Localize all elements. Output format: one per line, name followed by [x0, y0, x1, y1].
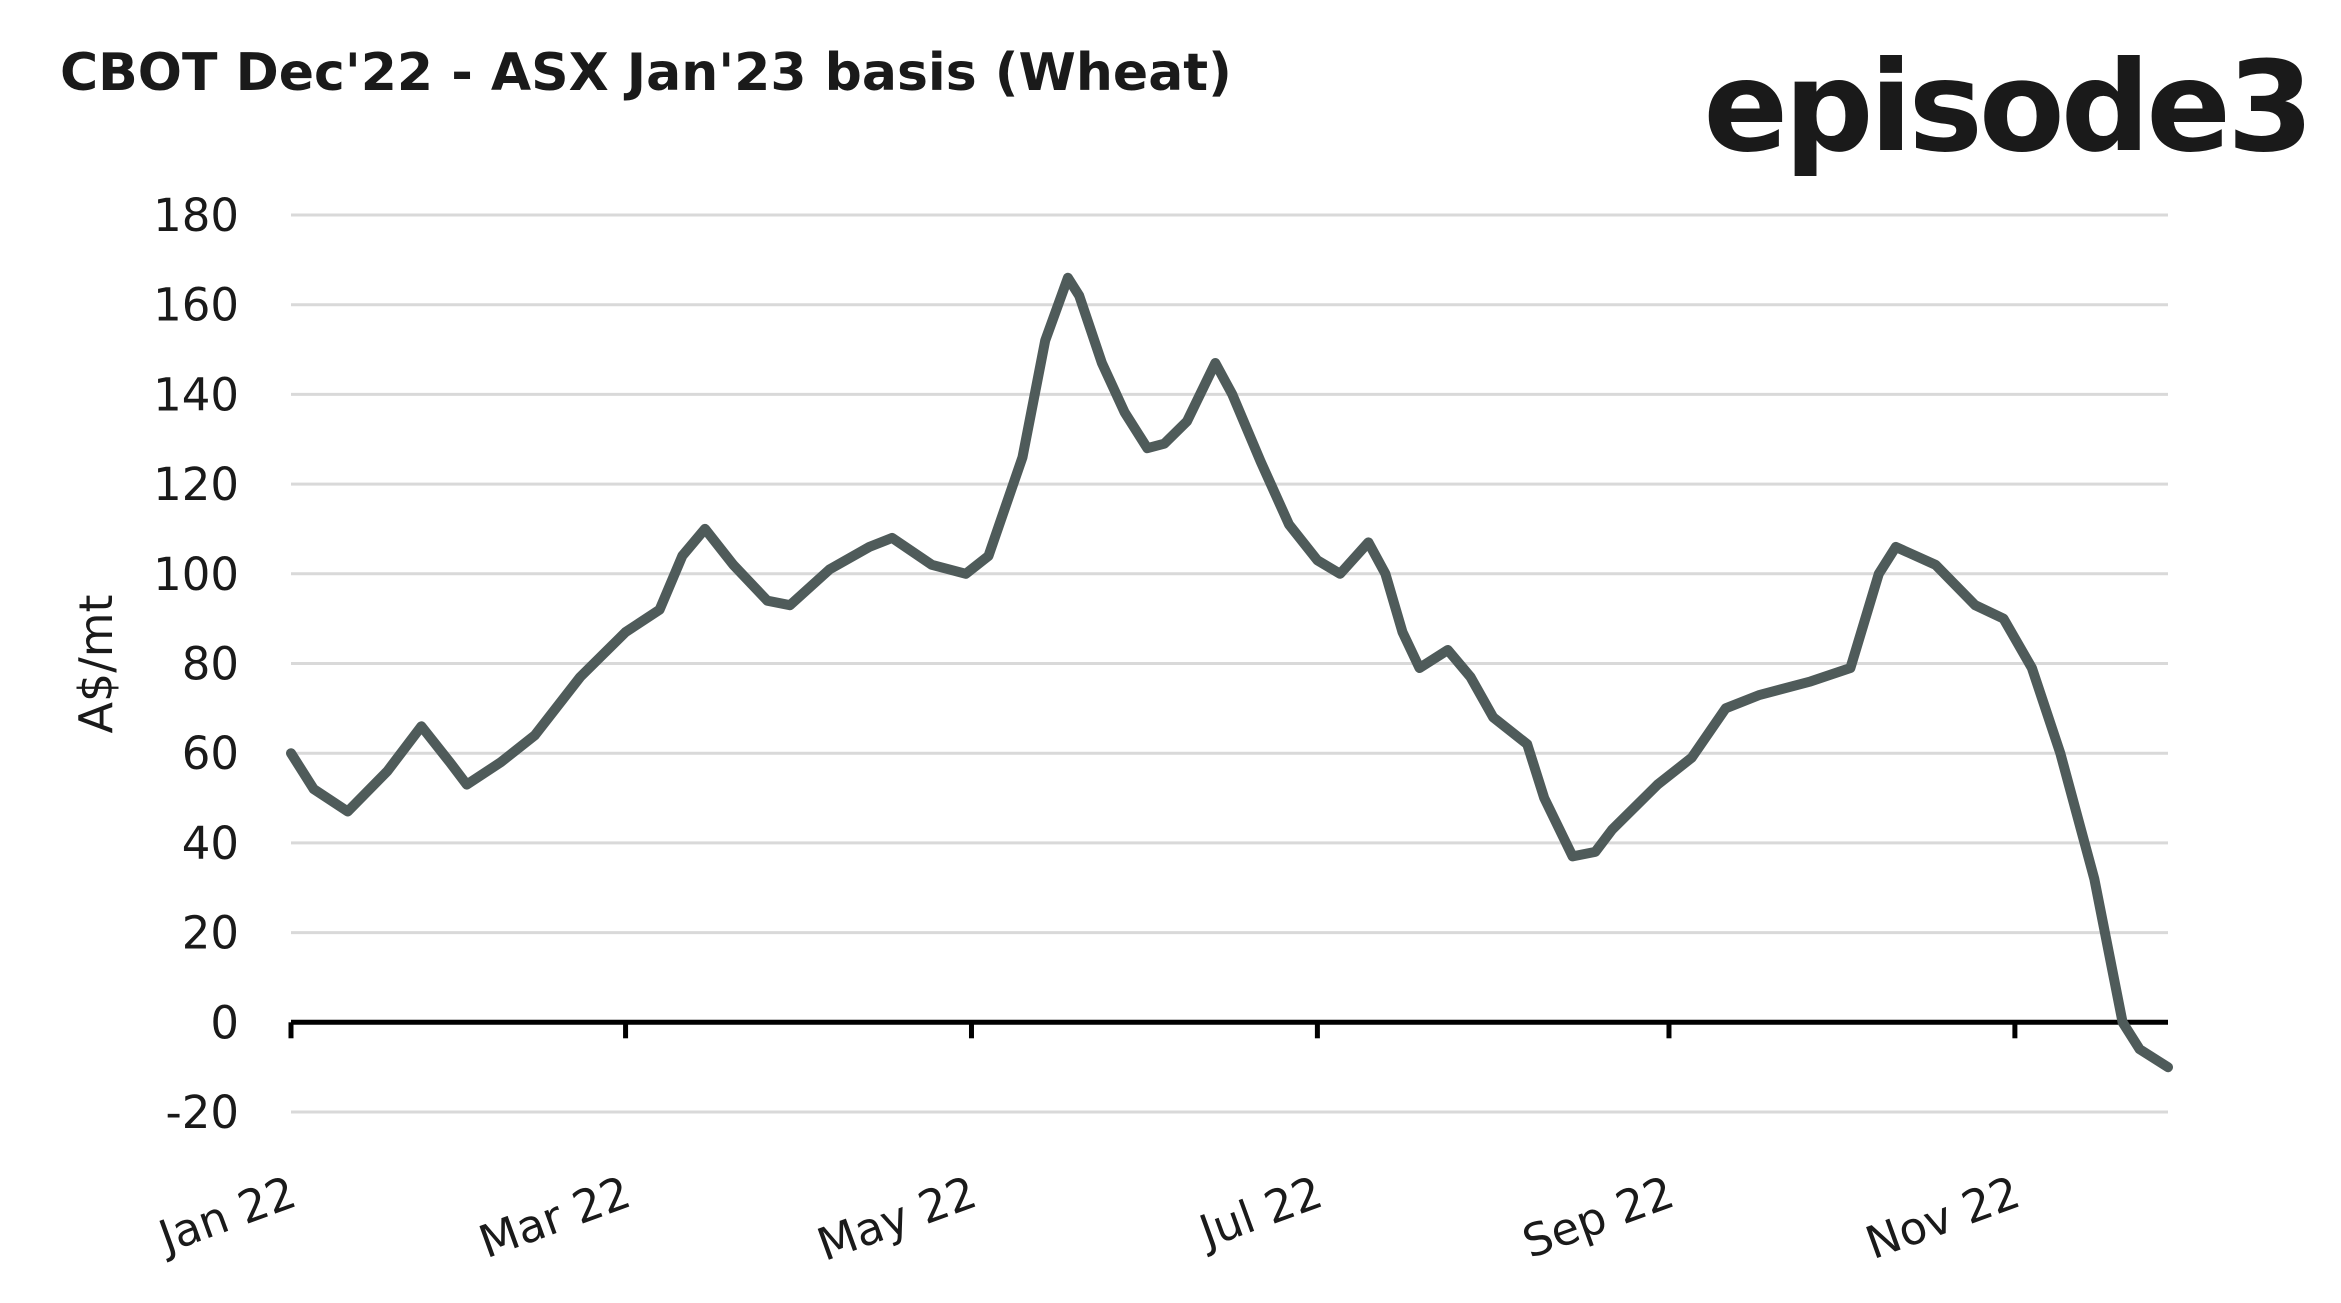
y-tick-label: 160 — [153, 279, 239, 332]
y-tick-label: 140 — [153, 368, 239, 421]
y-axis-label: A$/mt — [69, 594, 123, 733]
y-tick-label: 60 — [182, 727, 239, 780]
y-tick-label: 120 — [153, 458, 239, 511]
x-tick-label: Jan 22 — [149, 1166, 302, 1265]
x-tick-label: May 22 — [810, 1166, 983, 1272]
y-tick-label: 100 — [153, 548, 239, 601]
y-tick-label: 40 — [182, 817, 239, 870]
x-tick-label: Sep 22 — [1516, 1166, 1681, 1269]
x-tick-label: Jul 22 — [1190, 1166, 1329, 1260]
y-tick-label: 80 — [182, 638, 239, 691]
chart-title: CBOT Dec'22 - ASX Jan'23 basis (Wheat) — [60, 43, 1232, 103]
y-tick-label: 20 — [182, 907, 239, 960]
y-tick-label: 180 — [153, 189, 239, 242]
y-tick-label: -20 — [166, 1086, 240, 1139]
data-line — [286, 272, 2173, 1073]
brand-logo: episode3 — [1703, 35, 2310, 180]
x-tick-label: Mar 22 — [472, 1166, 637, 1269]
x-tick-label: Nov 22 — [1859, 1166, 2027, 1270]
y-tick-label: 0 — [210, 996, 239, 1049]
